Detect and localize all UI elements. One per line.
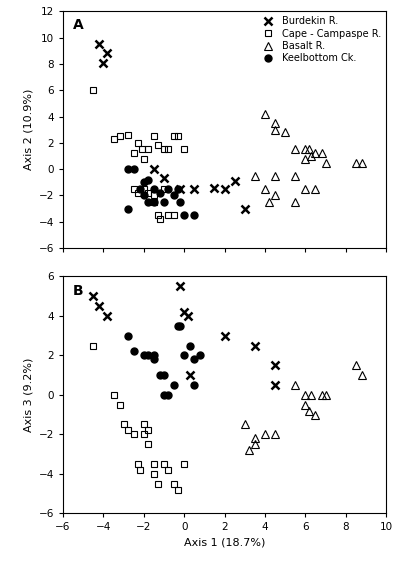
Legend: Burdekin R., Cape - Campaspe R., Basalt R., Keelbottom Ck.: Burdekin R., Cape - Campaspe R., Basalt … [257,14,383,65]
Text: A: A [73,19,84,32]
X-axis label: Axis 1 (18.7%): Axis 1 (18.7%) [184,538,265,548]
Y-axis label: Axis 3 (9.2%): Axis 3 (9.2%) [23,358,33,432]
Text: B: B [73,284,84,298]
Y-axis label: Axis 2 (10.9%): Axis 2 (10.9%) [23,89,33,170]
